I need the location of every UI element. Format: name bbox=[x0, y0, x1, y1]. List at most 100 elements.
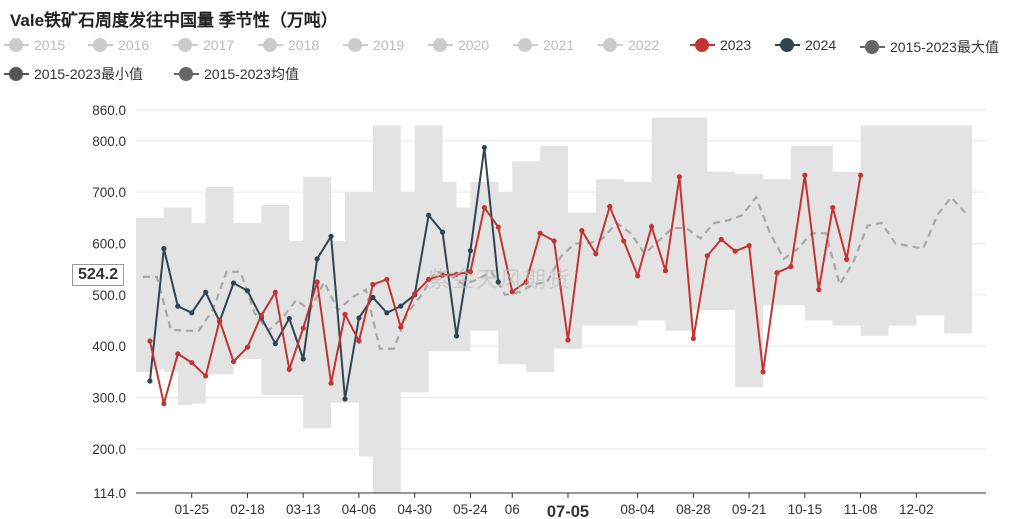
data-point-2023 bbox=[286, 366, 292, 372]
y-tick-label: 800.0 bbox=[92, 134, 126, 149]
legend-item-2016[interactable]: 2016 bbox=[88, 37, 149, 53]
data-point-2023 bbox=[816, 287, 822, 293]
data-point-2024 bbox=[203, 289, 209, 295]
data-point-2023 bbox=[621, 238, 627, 244]
y-tick-label: 600.0 bbox=[92, 236, 126, 251]
data-point-2023 bbox=[230, 358, 237, 365]
data-point-2023 bbox=[593, 251, 599, 257]
data-point-2023 bbox=[453, 271, 460, 277]
data-point-2024 bbox=[384, 310, 390, 316]
data-point-2024 bbox=[147, 378, 153, 384]
y-tick-label: 500.0 bbox=[92, 288, 126, 303]
data-point-2024 bbox=[175, 303, 181, 309]
x-tick-label: 08-04 bbox=[620, 502, 655, 517]
legend-marker-icon bbox=[173, 38, 198, 52]
legend-item-2015-2023最大值[interactable]: 2015-2023最大值 bbox=[860, 37, 999, 57]
y-tick-label: 200.0 bbox=[92, 442, 126, 457]
series-line-2023 bbox=[148, 175, 862, 404]
legend-item-2020[interactable]: 2020 bbox=[428, 37, 489, 53]
legend-label: 2024 bbox=[805, 37, 837, 53]
y-tick-label: 300.0 bbox=[92, 391, 126, 406]
data-point-2023 bbox=[607, 203, 613, 210]
data-point-2023 bbox=[189, 359, 195, 366]
legend-item-2018[interactable]: 2018 bbox=[258, 37, 319, 53]
data-point-2023 bbox=[648, 223, 655, 230]
series-layer bbox=[142, 144, 966, 407]
legend-label: 2017 bbox=[203, 37, 235, 53]
x-tick-label: 12-02 bbox=[899, 502, 934, 517]
legend-label: 2020 bbox=[458, 37, 490, 53]
legend-marker-icon bbox=[428, 38, 453, 52]
data-point-2024 bbox=[230, 280, 237, 286]
x-tick-label: 08-28 bbox=[676, 502, 711, 517]
legend-label: 2015-2023均值 bbox=[204, 66, 299, 82]
data-point-2024 bbox=[481, 144, 487, 151]
data-point-2023 bbox=[244, 344, 251, 350]
data-point-2023 bbox=[300, 325, 306, 331]
legend-marker-icon bbox=[4, 38, 29, 52]
data-point-2024 bbox=[244, 288, 251, 294]
y-tick-label: 114.0 bbox=[93, 486, 126, 501]
legend-item-2017[interactable]: 2017 bbox=[173, 37, 234, 53]
legend-item-2015-2023均值[interactable]: 2015-2023均值 bbox=[174, 64, 299, 84]
data-point-2024 bbox=[356, 315, 362, 321]
chart-title: Vale铁矿石周度发往中国量 季节性（万吨） bbox=[10, 11, 338, 30]
data-point-2023 bbox=[662, 268, 669, 274]
data-point-2023 bbox=[676, 174, 683, 180]
x-tick-label: 04-30 bbox=[397, 502, 432, 517]
data-point-2024 bbox=[161, 246, 167, 252]
data-point-2023 bbox=[356, 338, 362, 344]
min-max-band bbox=[136, 117, 973, 493]
data-point-2024 bbox=[342, 396, 348, 402]
y-axis-cursor-value: 524.2 bbox=[72, 264, 125, 286]
x-tick-label: 10-15 bbox=[788, 502, 823, 517]
legend-marker-icon bbox=[690, 38, 715, 52]
data-point-2024 bbox=[495, 279, 501, 285]
x-tick-label: 02-18 bbox=[230, 502, 265, 517]
data-point-2023 bbox=[788, 263, 794, 270]
data-point-2023 bbox=[844, 256, 850, 263]
data-point-2024 bbox=[272, 340, 278, 347]
y-tick-label: 860.0 bbox=[92, 103, 126, 118]
series-line-2024 bbox=[148, 147, 500, 400]
data-point-2023 bbox=[537, 230, 543, 236]
legend-label: 2015-2023最小值 bbox=[34, 66, 143, 82]
legend-marker-icon bbox=[860, 40, 885, 54]
legend-item-2019[interactable]: 2019 bbox=[343, 37, 404, 53]
legend-label: 2023 bbox=[720, 37, 752, 53]
x-tick-label: 04-06 bbox=[342, 502, 377, 517]
legend-marker-icon bbox=[258, 38, 283, 52]
data-point-2023 bbox=[690, 335, 696, 342]
legend-item-2024[interactable]: 2024 bbox=[775, 37, 836, 53]
legend-label: 2022 bbox=[628, 37, 660, 53]
legend-marker-icon bbox=[343, 38, 368, 52]
x-tick-label: 03-13 bbox=[286, 502, 321, 517]
data-point-2023 bbox=[370, 281, 376, 288]
legend-marker-icon bbox=[4, 67, 29, 81]
x-tick-label: 07-05 bbox=[547, 503, 589, 519]
legend-item-2023[interactable]: 2023 bbox=[690, 37, 751, 53]
data-point-2024 bbox=[328, 233, 334, 239]
legend-item-2015-2023最小值[interactable]: 2015-2023最小值 bbox=[4, 64, 143, 84]
data-point-2023 bbox=[579, 228, 585, 234]
data-point-2024 bbox=[370, 294, 376, 300]
data-point-2024 bbox=[439, 229, 446, 235]
legend-label: 2015 bbox=[34, 37, 66, 53]
data-point-2024 bbox=[189, 310, 195, 316]
y-tick-label: 700.0 bbox=[92, 185, 126, 200]
legend-item-2015[interactable]: 2015 bbox=[4, 37, 65, 53]
data-point-2023 bbox=[203, 373, 209, 379]
data-point-2023 bbox=[328, 380, 334, 386]
legend-marker-icon bbox=[775, 38, 800, 52]
data-point-2023 bbox=[217, 317, 223, 324]
data-point-2023 bbox=[439, 272, 446, 278]
legend-marker-icon bbox=[88, 38, 113, 52]
data-point-2023 bbox=[161, 401, 167, 407]
legend-item-2021[interactable]: 2021 bbox=[513, 37, 574, 53]
max-min-area bbox=[136, 117, 973, 493]
data-point-2023 bbox=[565, 337, 571, 343]
watermark: 紫金天风期货 bbox=[428, 267, 573, 292]
data-point-2023 bbox=[426, 276, 432, 283]
data-point-2023 bbox=[467, 269, 474, 275]
legend-item-2022[interactable]: 2022 bbox=[598, 37, 659, 53]
